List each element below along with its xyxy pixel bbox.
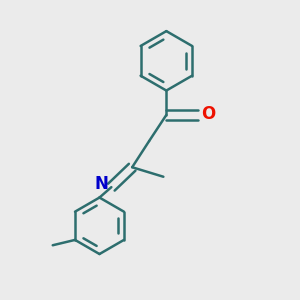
Text: N: N <box>94 175 108 193</box>
Text: O: O <box>201 105 215 123</box>
